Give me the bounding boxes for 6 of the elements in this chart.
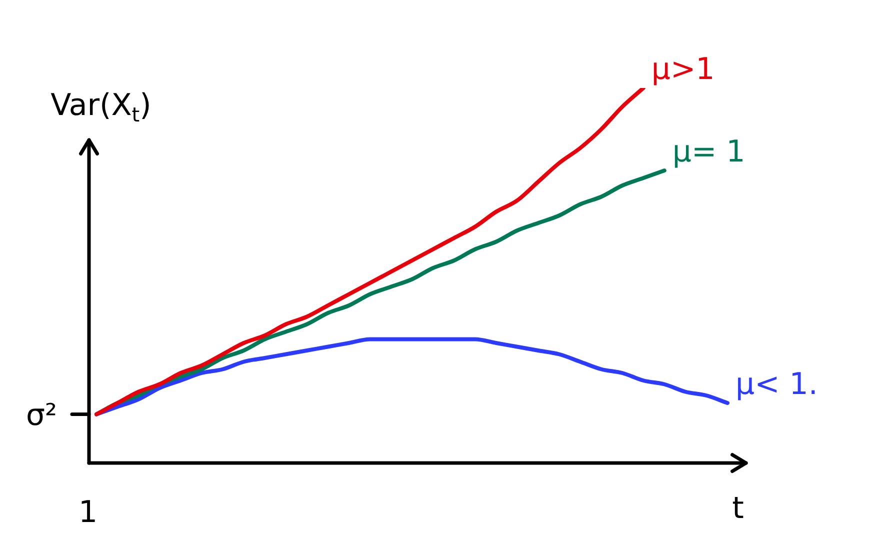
series-label: μ< 1. bbox=[735, 366, 818, 402]
series-label: μ>1 bbox=[651, 52, 715, 87]
text: 1 bbox=[78, 494, 98, 530]
text: σ² bbox=[26, 398, 58, 434]
x-axis-title: t bbox=[732, 490, 744, 526]
series-label: μ= 1 bbox=[672, 134, 746, 170]
